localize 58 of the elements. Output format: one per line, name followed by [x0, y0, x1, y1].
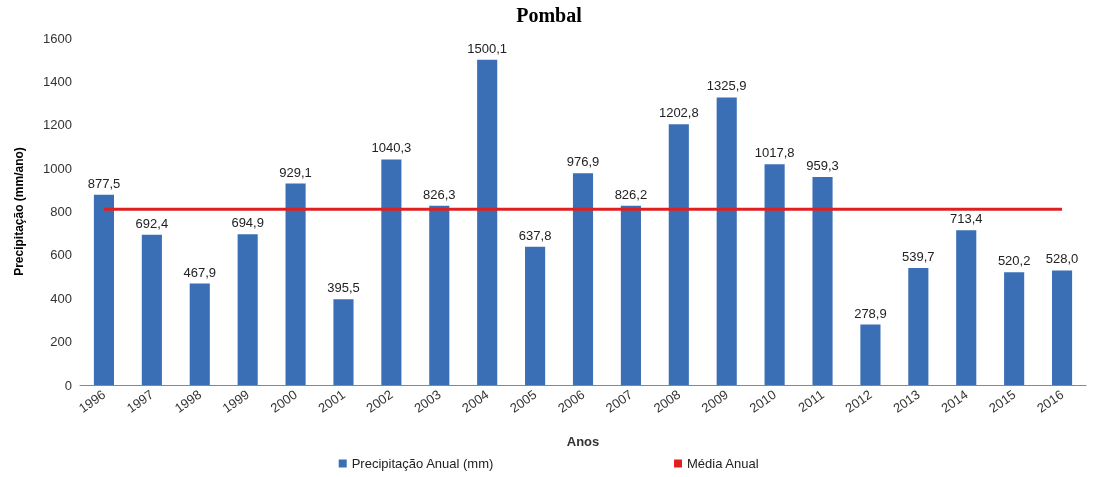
x-tick-label: 2011 [795, 386, 827, 416]
data-label: 959,3 [806, 157, 839, 173]
bar [812, 176, 833, 385]
bar [1051, 270, 1073, 385]
data-label: 467,9 [183, 264, 217, 280]
data-label: 1017,8 [754, 145, 795, 161]
data-label: 637,8 [518, 227, 552, 243]
data-label: 1500,1 [467, 40, 508, 56]
bar [956, 230, 977, 385]
legend-label: Precipitação Anual (mm) [351, 456, 494, 471]
bar [333, 299, 354, 385]
y-tick-label: 1000 [43, 160, 72, 176]
bar [429, 205, 450, 385]
bar [477, 59, 498, 385]
bar [572, 173, 594, 385]
y-tick-label: 400 [50, 290, 72, 306]
y-tick-label: 1400 [43, 73, 72, 89]
data-label: 826,3 [423, 186, 456, 202]
bar [141, 234, 162, 385]
y-tick-label: 800 [50, 204, 72, 219]
bar [237, 234, 258, 385]
x-axis-title: Anos [566, 434, 600, 449]
data-label: 395,5 [327, 280, 360, 296]
data-label: 713,4 [949, 211, 983, 227]
data-label: 694,9 [231, 215, 264, 231]
data-label: 1040,3 [371, 140, 412, 156]
legend-label: Média Anual [687, 456, 759, 471]
bar [285, 183, 306, 385]
y-tick-label: 200 [50, 334, 72, 350]
bar [93, 194, 115, 385]
bar [860, 324, 881, 385]
data-label: 826,2 [614, 186, 648, 202]
data-label: 539,7 [902, 248, 935, 264]
data-label: 520,2 [997, 253, 1031, 269]
y-axis-title: Precipitação (mm/ano) [12, 147, 26, 276]
y-tick-label: 1200 [43, 117, 72, 133]
bar [189, 283, 210, 385]
data-label: 278,9 [854, 305, 887, 321]
data-label: 1325,9 [706, 78, 747, 94]
data-label: 528,0 [1045, 251, 1079, 267]
y-tick-label: 1600 [43, 30, 72, 46]
bar [764, 164, 785, 385]
data-label: 877,5 [87, 175, 121, 191]
bar [1004, 272, 1025, 385]
bar [908, 267, 929, 385]
bar [620, 205, 641, 385]
y-tick-label: 600 [50, 247, 72, 263]
y-tick-label: 0 [64, 377, 72, 393]
data-label: 692,4 [135, 215, 169, 231]
bar [381, 159, 402, 385]
bar [668, 124, 689, 385]
data-label: 1202,8 [658, 105, 699, 121]
data-label: 929,1 [279, 164, 312, 180]
bar [716, 97, 737, 385]
bar [525, 246, 546, 385]
data-label: 976,9 [566, 154, 600, 170]
x-tick-label: 2001 [315, 386, 348, 416]
chart-title: Pombal [516, 4, 583, 26]
